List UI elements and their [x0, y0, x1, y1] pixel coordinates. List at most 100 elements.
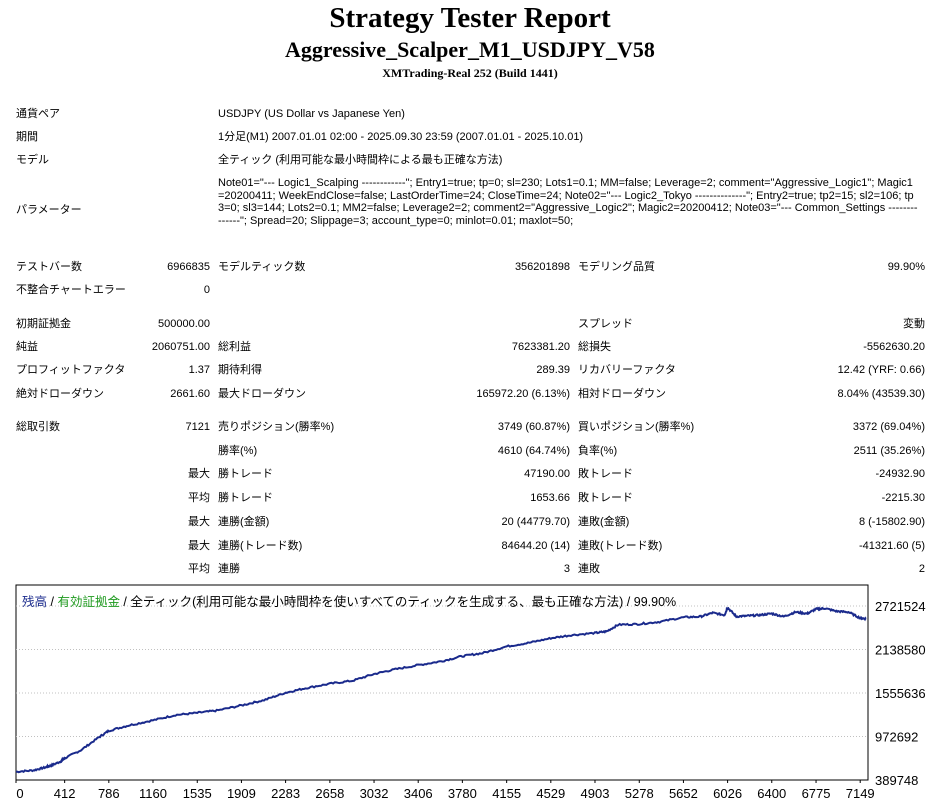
largest-prefix: 最大 [188, 468, 210, 480]
balance-chart: 389748 972692 1555636 2138580 2721524 0 412 786… [0, 580, 940, 802]
maxdd-value: 165972.20 (6.13%) [476, 388, 570, 400]
x-tick-label: 6775 [802, 786, 831, 801]
payoff-label: 期待利得 [218, 364, 262, 376]
x-tick-label: 3032 [360, 786, 389, 801]
avg-loss-label: 敗トレード [578, 492, 633, 504]
x-tick-label: 7149 [846, 786, 875, 801]
reldd-value: 8.04% (43539.30) [837, 388, 925, 400]
x-tick-label: 6026 [713, 786, 742, 801]
plot-frame [15, 584, 869, 781]
absdd-value: 2661.60 [170, 388, 210, 400]
legend-description: / 全ティック(利用可能な最小時間枠を使いすべてのティックを生成する、最も正確な… [119, 595, 677, 609]
x-tick-label: 3406 [404, 786, 433, 801]
avg-consec-prefix: 平均 [188, 563, 210, 575]
max-consec-loss-cnt-value: -41321.60 (5) [858, 540, 925, 552]
bars-value: 6966835 [167, 261, 210, 273]
avg-consec-loss-label: 連敗 [578, 563, 600, 575]
short-value: 3749 (60.87%) [497, 421, 570, 433]
pf-label: プロフィットファクタ [16, 364, 126, 376]
maxdd-label: 最大ドローダウン [218, 388, 306, 400]
trades-value: 7121 [185, 421, 210, 433]
netprofit-value: 2060751.00 [151, 341, 210, 353]
x-tick-label: 1535 [183, 786, 212, 801]
pf-value: 1.37 [188, 364, 210, 376]
max-consec-loss-amt-label: 連敗(金額) [578, 516, 630, 528]
params-value: Note01="--- Logic1_Scalping ------------… [218, 177, 918, 227]
x-tick-label: 412 [54, 786, 76, 801]
lossrate-label: 負率(%) [578, 445, 618, 457]
max-consec-loss-cnt-label: 連敗(トレード数) [578, 540, 663, 552]
max-consec-win-cnt-label: 連勝(トレード数) [218, 540, 303, 552]
recovery-label: リカバリーファクタ [578, 364, 676, 376]
grossloss-value: -5562630.20 [863, 341, 925, 353]
largest-loss-label: 敗トレード [578, 468, 633, 480]
winrate-label: 勝率(%) [218, 445, 258, 457]
report-title: Strategy Tester Report [329, 2, 611, 34]
mismatch-label: 不整合チャートエラー [16, 284, 126, 296]
quality-label: モデリング品質 [578, 261, 655, 273]
recovery-value: 12.42 (YRF: 0.66) [837, 364, 925, 376]
grossprofit-label: 総利益 [218, 341, 251, 353]
period-value: 1分足(M1) 2007.01.01 02:00 - 2025.09.30 23… [218, 131, 584, 143]
y-tick-label: 389748 [875, 773, 918, 788]
balance-series-line [15, 606, 867, 774]
max-consec-win-amt-label: 連勝(金額) [218, 516, 270, 528]
quality-value: 99.90% [887, 261, 925, 273]
grossprofit-value: 7623381.20 [511, 341, 570, 353]
max-consec-amt-prefix: 最大 [188, 516, 210, 528]
x-tick-label: 5652 [669, 786, 698, 801]
spread-value: 変動 [903, 318, 925, 330]
reldd-label: 相対ドローダウン [578, 388, 666, 400]
absdd-label: 絶対ドローダウン [16, 388, 104, 400]
max-consec-win-cnt-value: 84644.20 (14) [501, 540, 571, 552]
legend-separator: / [47, 595, 58, 609]
chart-svg: 389748 972692 1555636 2138580 2721524 0 412 786… [15, 584, 926, 801]
avg-loss-value: -2215.30 [881, 492, 925, 504]
x-tick-label: 1909 [227, 786, 256, 801]
legend-equity: 有効証拠金 [57, 595, 120, 609]
payoff-value: 289.39 [536, 364, 570, 376]
deposit-label: 初期証拠金 [16, 318, 71, 330]
symbol-label: 通貨ペア [16, 108, 60, 120]
ea-name: Aggressive_Scalper_M1_USDJPY_V58 [285, 37, 655, 62]
x-tick-label: 1160 [139, 786, 167, 801]
chart-legend: 残高 / 有効証拠金 / 全ティック(利用可能な最小時間枠を使いすべてのティック… [22, 591, 676, 610]
x-tick-label: 786 [98, 786, 120, 801]
max-consec-loss-amt-value: 8 (-15802.90) [858, 516, 925, 528]
mismatch-value: 0 [203, 284, 210, 296]
avg-win-value: 1653.66 [530, 492, 570, 504]
symbol-value: USDJPY (US Dollar vs Japanese Yen) [218, 108, 405, 120]
ticks-value: 356201898 [514, 261, 570, 273]
y-tick-label: 2721524 [875, 599, 926, 614]
grossloss-label: 総損失 [578, 341, 611, 353]
max-consec-cnt-prefix: 最大 [188, 540, 210, 552]
avg-consec-win-value: 3 [563, 563, 570, 575]
short-label: 売りポジション(勝率%) [218, 421, 335, 433]
x-tick-label: 4903 [581, 786, 610, 801]
ticks-label: モデルティック数 [218, 261, 306, 273]
avg-win-label: 勝トレード [218, 492, 273, 504]
trades-label: 総取引数 [16, 421, 60, 433]
broker-info: XMTrading-Real 252 (Build 1441) [382, 66, 558, 80]
max-consec-win-amt-value: 20 (44779.70) [501, 516, 571, 528]
x-tick-label: 2283 [271, 786, 300, 801]
x-tick-label: 4155 [492, 786, 521, 801]
x-tick-label: 3780 [448, 786, 477, 801]
average-prefix: 平均 [188, 492, 210, 504]
largest-win-label: 勝トレード [218, 468, 273, 480]
long-label: 買いポジション(勝率%) [578, 421, 695, 433]
bars-label: テストバー数 [16, 261, 82, 273]
legend-balance: 残高 [22, 595, 48, 609]
deposit-value: 500000.00 [158, 318, 210, 330]
period-label: 期間 [16, 131, 38, 143]
x-tick-label: 6400 [757, 786, 786, 801]
y-tick-label: 2138580 [875, 643, 926, 658]
winrate-value: 4610 (64.74%) [497, 445, 570, 457]
model-value: 全ティック (利用可能な最小時間枠による最も正確な方法) [218, 154, 503, 166]
y-tick-label: 972692 [875, 730, 918, 745]
avg-consec-win-label: 連勝 [218, 563, 240, 575]
y-tick-label: 1555636 [875, 686, 926, 701]
largest-loss-value: -24932.90 [875, 468, 925, 480]
netprofit-label: 純益 [16, 341, 38, 353]
largest-win-value: 47190.00 [524, 468, 570, 480]
